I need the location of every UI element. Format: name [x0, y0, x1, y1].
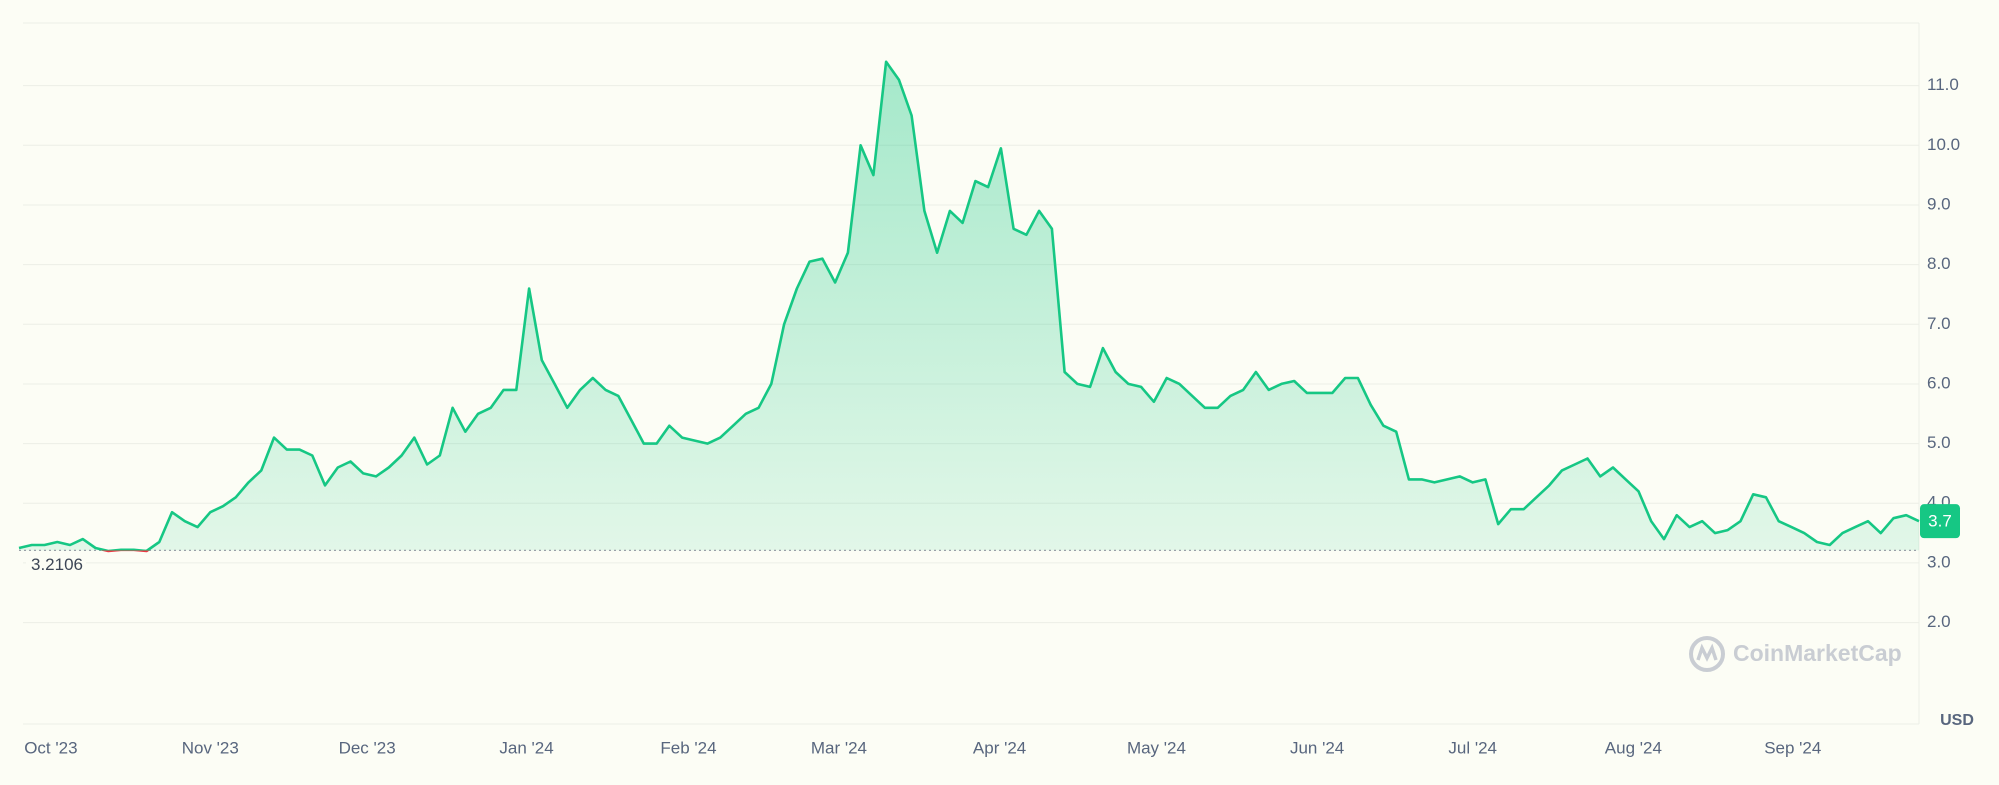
price-line: [18, 60, 1920, 553]
x-tick-label: Dec '23: [339, 738, 396, 757]
y-tick-label: 7.0: [1927, 314, 1951, 333]
x-tick-label: May '24: [1127, 738, 1186, 757]
x-tick-label: Oct '23: [24, 738, 77, 757]
x-tick-label: Sep '24: [1764, 738, 1821, 757]
x-tick-label: Aug '24: [1605, 738, 1662, 757]
last-price-label: 3.7: [1928, 512, 1952, 531]
x-tick-label: Feb '24: [660, 738, 716, 757]
watermark: CoinMarketCap: [1689, 636, 1902, 672]
x-tick-label: Jul '24: [1448, 738, 1497, 757]
watermark-logo: [1696, 643, 1718, 662]
x-tick-label: Mar '24: [811, 738, 867, 757]
y-tick-label: 6.0: [1927, 373, 1951, 392]
watermark-text: CoinMarketCap: [1733, 640, 1902, 666]
y-tick-label: 3.0: [1927, 552, 1951, 571]
x-tick-label: Nov '23: [182, 738, 239, 757]
reference-label: 3.2106: [31, 555, 83, 574]
y-tick-label: 11.0: [1927, 75, 1959, 94]
y-tick-label: 2.0: [1927, 612, 1951, 631]
area: [19, 61, 1919, 551]
reference-label-bg: [26, 554, 86, 577]
x-tick-label: Jan '24: [499, 738, 553, 757]
last-price-badge: [1920, 504, 1960, 539]
watermark-logo: [1689, 636, 1725, 672]
x-tick-label: Apr '24: [973, 738, 1026, 757]
y-tick-label: 10.0: [1927, 135, 1960, 154]
y-tick-label: 9.0: [1927, 194, 1951, 213]
x-tick-label: Jun '24: [1290, 738, 1344, 757]
y-tick-label: 8.0: [1927, 254, 1951, 273]
currency-label: USD: [1940, 712, 1974, 729]
y-tick-label: 5.0: [1927, 433, 1951, 452]
